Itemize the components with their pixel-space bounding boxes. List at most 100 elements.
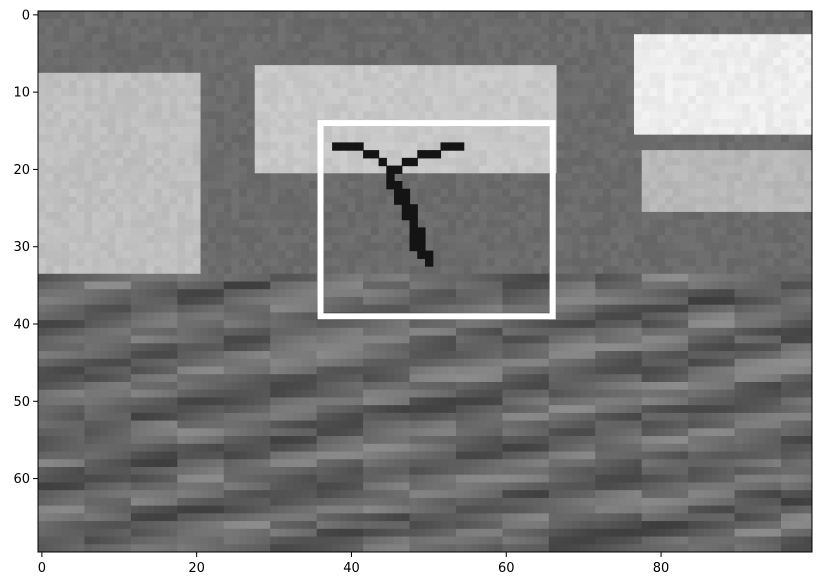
heatmap-cell [750,18,759,28]
heatmap-cell [633,34,643,43]
heatmap-cell [572,96,581,105]
heatmap-cell [409,281,418,290]
heatmap-cell [610,320,620,329]
heatmap-cell [146,320,155,329]
heatmap-cell [409,335,418,344]
heatmap-cell [53,273,62,283]
heatmap-cell [208,134,217,143]
heatmap-cell [603,18,612,28]
heatmap-cell [177,273,186,283]
heatmap-cell [200,335,209,344]
heatmap-cell [339,242,349,252]
heatmap-cell [603,366,612,375]
heatmap-cell [378,134,387,143]
heatmap-cell [564,181,573,190]
heatmap-cell [293,296,302,306]
heatmap-cell [161,374,171,383]
heatmap-cell [533,165,542,174]
heatmap-cell [332,343,341,352]
heatmap-cell [610,41,620,51]
heatmap-cell [208,157,217,167]
heatmap-cell [208,188,217,198]
heatmap-cell [417,103,426,113]
heatmap-cell [572,57,581,66]
heatmap-cell [285,181,295,190]
heatmap-cell [45,289,55,298]
heatmap-cell [719,258,728,267]
heatmap-cell [603,250,612,259]
heatmap-cell [479,289,488,298]
heatmap-cell [38,126,47,136]
heatmap-cell [254,103,264,113]
heatmap-cell [626,119,635,128]
heatmap-cell [757,273,767,283]
heatmap-cell [417,211,426,221]
heatmap-cell [649,273,658,283]
heatmap-cell [804,304,812,314]
heatmap-cell [657,88,666,97]
heatmap-cell [107,134,116,143]
heatmap-cell [154,204,163,213]
heatmap-cell [277,96,287,105]
heatmap-cell [432,96,442,105]
heatmap-cell [432,389,442,399]
heatmap-cell [92,211,101,221]
heatmap-cell [486,65,496,74]
heatmap-cell [672,211,682,221]
heatmap-cell [796,258,805,267]
heatmap-cell [564,335,573,344]
heatmap-cell [804,119,812,128]
heatmap-cell [208,381,217,391]
heatmap-cell [169,11,178,20]
heatmap-cell [711,366,720,375]
heatmap-cell [688,103,697,113]
heatmap-cell [510,235,519,244]
heatmap-cell [401,327,411,337]
heatmap-cell [726,80,736,89]
heatmap-cell [107,18,116,28]
heatmap-cell [355,103,364,113]
heatmap-cell [254,227,264,236]
heatmap-cell [76,258,86,267]
heatmap-cell [324,273,333,283]
heatmap-cell [68,250,78,259]
heatmap-cell [208,18,217,28]
heatmap-cell [177,289,186,298]
heatmap-cell [130,227,140,236]
heatmap-cell [130,142,140,151]
heatmap-cell [626,235,635,244]
heatmap-cell [664,88,674,97]
heatmap-cell [463,235,473,244]
heatmap-cell [657,204,666,213]
heatmap-cell [92,196,101,205]
heatmap-cell [293,41,302,51]
heatmap-cell [726,173,736,182]
heatmap-cell [595,165,604,174]
heatmap-cell [672,351,682,360]
heatmap-cell [533,142,542,151]
heatmap-cell [270,335,279,344]
heatmap-cell [618,72,627,82]
heatmap-cell [231,296,240,306]
heatmap-cell [285,26,295,35]
heatmap-cell [711,103,720,113]
heatmap-cell [719,358,728,368]
heatmap-cell [425,173,434,182]
heatmap-cell [301,134,310,143]
heatmap-cell [92,266,101,275]
heatmap-cell [339,335,349,344]
heatmap-cell [339,250,349,259]
heatmap-cell [38,18,47,28]
heatmap-cell [765,242,774,252]
heatmap-cell [270,304,279,314]
heatmap-cell [386,18,395,28]
heatmap-cell [339,157,349,167]
heatmap-cell [595,389,604,399]
heatmap-cell [231,165,240,174]
heatmap-cell [603,142,612,151]
heatmap-cell [471,165,480,174]
heatmap-cell [502,65,511,74]
heatmap-cell [363,196,372,205]
heatmap-cell [417,258,426,267]
heatmap-cell [726,49,736,58]
